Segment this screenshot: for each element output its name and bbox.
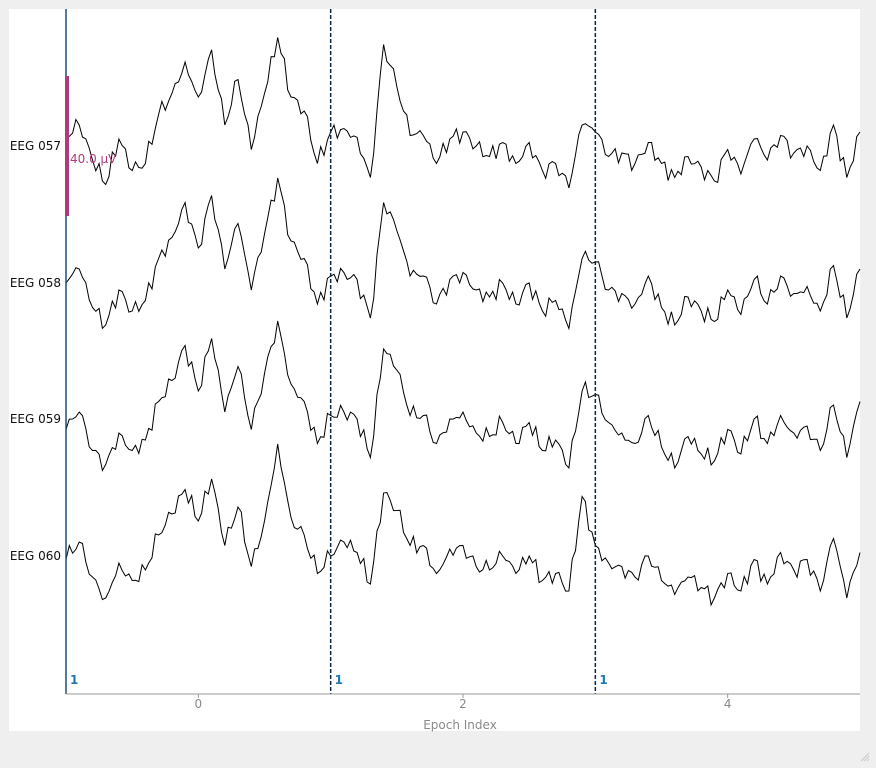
x-tick-label: 0 <box>195 697 203 711</box>
trace-eeg-057[interactable] <box>65 37 861 189</box>
trace-eeg-060[interactable] <box>65 443 861 607</box>
epoch-labels: 1 1 1 <box>70 673 608 687</box>
channel-traces[interactable] <box>65 37 861 607</box>
scale-bar-label: 40.0 µV <box>70 152 117 166</box>
scale-bar: 40.0 µV <box>65 76 117 216</box>
channel-label[interactable]: EEG 057 <box>10 139 61 153</box>
epoch-label: 1 <box>335 673 343 687</box>
x-tick-label: 4 <box>724 697 732 711</box>
channel-labels[interactable]: EEG 057 EEG 058 EEG 059 EEG 060 <box>10 139 61 563</box>
epoch-label: 1 <box>599 673 607 687</box>
x-axis: 0 2 4 <box>66 693 860 711</box>
trace-eeg-058[interactable] <box>65 177 861 331</box>
channel-label[interactable]: EEG 060 <box>10 549 61 563</box>
scale-bar-mark <box>65 76 69 216</box>
figure-background <box>9 9 860 731</box>
x-tick-label: 2 <box>459 697 467 711</box>
trace-eeg-059[interactable] <box>65 320 861 472</box>
epoch-label: 1 <box>70 673 78 687</box>
channel-label[interactable]: EEG 058 <box>10 276 61 290</box>
channel-label[interactable]: EEG 059 <box>10 412 61 426</box>
resize-grip-icon[interactable] <box>860 752 870 762</box>
x-axis-title: Epoch Index <box>423 718 497 732</box>
